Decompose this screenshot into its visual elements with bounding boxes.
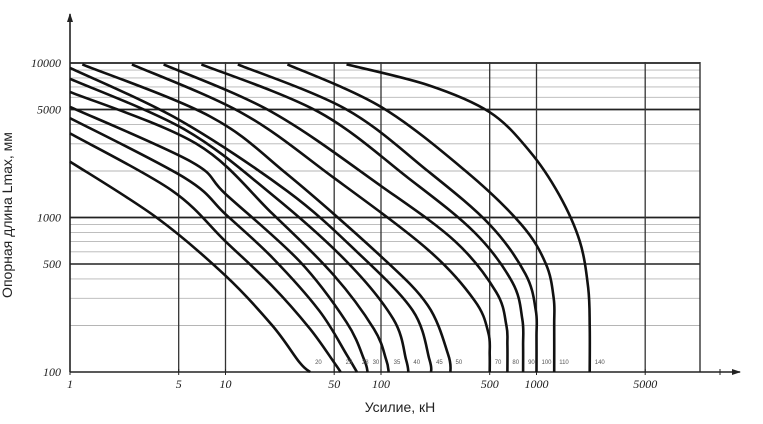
series-curve-100	[237, 63, 539, 373]
series-label-28: 28	[362, 360, 369, 366]
axis-layer	[67, 13, 741, 375]
x-tick-label: 50	[328, 377, 340, 391]
series-curve-25	[69, 132, 342, 373]
x-tick-label: 10	[220, 377, 232, 391]
series-curve-70	[131, 63, 492, 373]
series-curve-50	[81, 63, 452, 373]
y-axis-arrow	[67, 13, 73, 22]
series-label-100: 100	[542, 360, 553, 366]
series-label-70: 70	[495, 360, 502, 366]
x-tick-label: 5000	[633, 377, 657, 391]
x-tick-label: 5	[176, 377, 182, 391]
y-tick-label: 10000	[31, 56, 61, 70]
series-label-40: 40	[413, 360, 420, 366]
series-curve-40	[69, 77, 410, 373]
series-label-110: 110	[559, 360, 569, 366]
series-curve-90	[200, 63, 525, 373]
x-axis-title: Усилие, кН	[365, 399, 436, 415]
series-curve-30	[69, 105, 369, 373]
y-tick-label: 500	[43, 257, 61, 271]
x-axis-arrow	[732, 369, 741, 375]
y-tick-label: 5000	[37, 103, 61, 117]
series-label-140: 140	[595, 360, 606, 366]
series-curve-35	[69, 90, 390, 373]
series-label-35: 35	[394, 360, 401, 366]
y-axis-title: Опорная длина Lmax, мм	[0, 132, 15, 298]
series-label-80: 80	[512, 360, 519, 366]
series-label-30: 30	[373, 360, 380, 366]
series-label-50: 50	[456, 360, 463, 366]
curve-layer	[69, 63, 592, 374]
series-label-20: 20	[315, 360, 322, 366]
series-curve-20	[69, 160, 311, 374]
series-label-90: 90	[528, 360, 535, 366]
x-tick-label: 1	[67, 377, 73, 391]
label-layer: 1 5 10 50 100 500 1000 5000 100 500 1000 5000 10000 2…	[31, 56, 657, 391]
series-curve-28	[69, 116, 359, 373]
series-curve-110	[286, 63, 556, 373]
series-curve-45	[69, 66, 433, 373]
y-tick-label: 100	[43, 365, 61, 379]
x-tick-label: 1000	[525, 377, 549, 391]
y-tick-label: 1000	[37, 211, 61, 225]
series-label-25: 25	[346, 360, 353, 366]
series-curve-140	[346, 63, 592, 373]
series-curve-80	[163, 63, 509, 373]
series-label-45: 45	[436, 360, 443, 366]
x-tick-label: 500	[481, 377, 499, 391]
x-tick-label: 100	[372, 377, 390, 391]
